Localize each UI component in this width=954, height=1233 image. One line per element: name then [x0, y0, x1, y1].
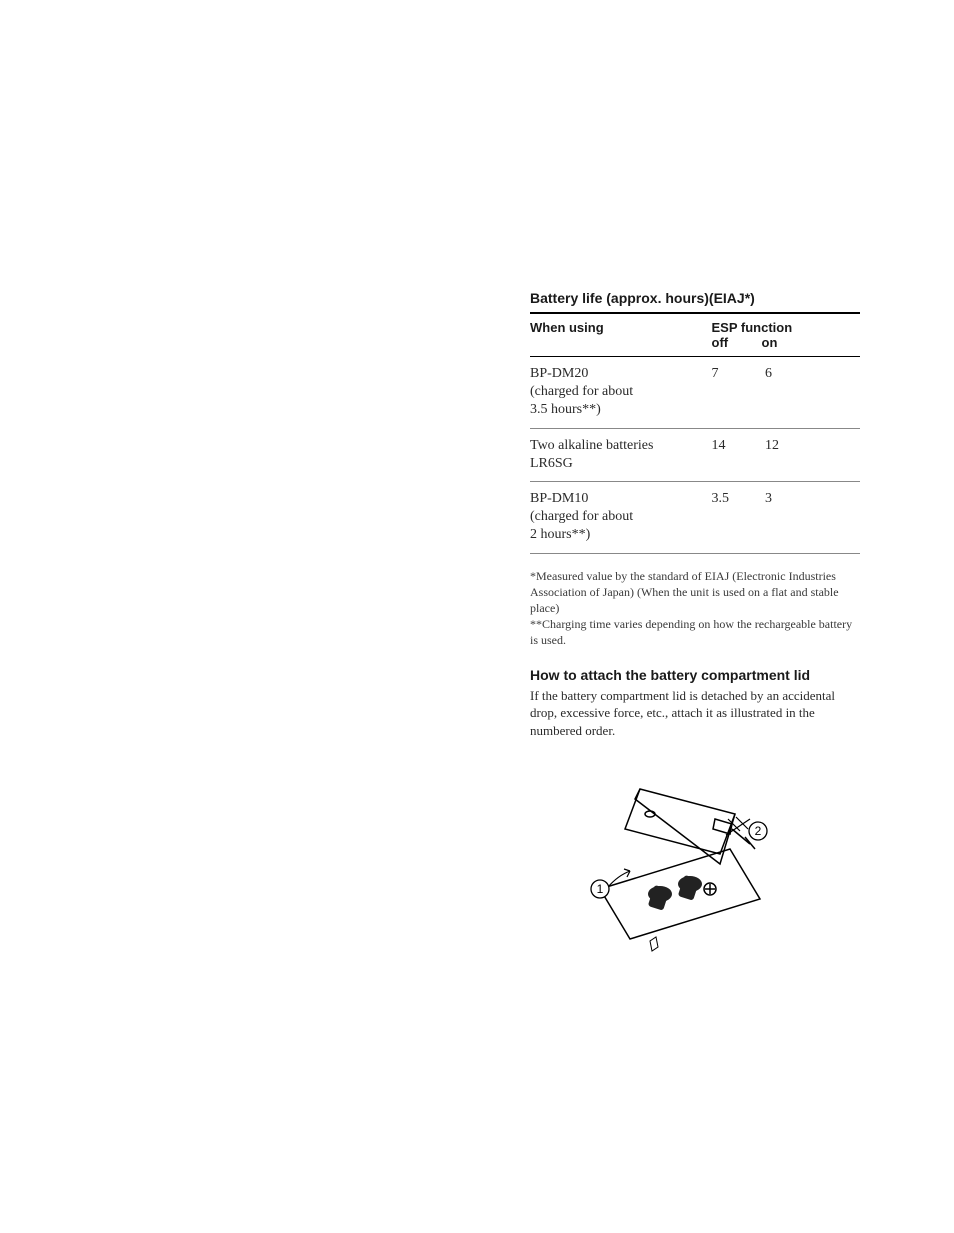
- table-body: BP-DM20 (charged for about 3.5 hours**) …: [530, 357, 860, 554]
- footnote-2: **Charging time varies depending on how …: [530, 616, 860, 648]
- battery-lid-diagram: 1 2: [560, 759, 790, 959]
- table-row: Two alkaline batteries LR6SG 14 12: [530, 428, 860, 481]
- cell-values: 3.5 3: [712, 481, 861, 553]
- battery-life-table: When using ESP function off on BP-DM20 (…: [530, 312, 860, 554]
- table-header-row: When using ESP function off on: [530, 313, 860, 357]
- header-when-using: When using: [530, 313, 712, 357]
- table-row: BP-DM10 (charged for about 2 hours**) 3.…: [530, 481, 860, 553]
- subsection-title: How to attach the battery compartment li…: [530, 666, 860, 684]
- header-esp: ESP function off on: [712, 313, 861, 357]
- cell-on: 3: [765, 490, 772, 508]
- footnote-1: *Measured value by the standard of EIAJ …: [530, 568, 860, 617]
- diagram-svg: 1 2: [560, 759, 790, 959]
- document-content: Battery life (approx. hours)(EIAJ*) When…: [530, 290, 860, 959]
- table-row: BP-DM20 (charged for about 3.5 hours**) …: [530, 357, 860, 429]
- cell-label: BP-DM20 (charged for about 3.5 hours**): [530, 357, 712, 429]
- cell-values: 7 6: [712, 357, 861, 429]
- cell-on: 6: [765, 365, 772, 383]
- header-esp-function: ESP function: [712, 320, 861, 335]
- diagram-label-1: 1: [597, 882, 604, 896]
- header-off: off: [712, 335, 762, 350]
- subsection-body: If the battery compartment lid is detach…: [530, 687, 860, 740]
- cell-off: 3.5: [712, 490, 762, 508]
- header-on: on: [762, 335, 778, 350]
- cell-off: 14: [712, 437, 762, 455]
- table-title: Battery life (approx. hours)(EIAJ*): [530, 290, 860, 306]
- cell-label: BP-DM10 (charged for about 2 hours**): [530, 481, 712, 553]
- cell-off: 7: [712, 365, 762, 383]
- cell-values: 14 12: [712, 428, 861, 481]
- diagram-label-2: 2: [755, 824, 762, 838]
- cell-label: Two alkaline batteries LR6SG: [530, 428, 712, 481]
- cell-on: 12: [765, 437, 779, 455]
